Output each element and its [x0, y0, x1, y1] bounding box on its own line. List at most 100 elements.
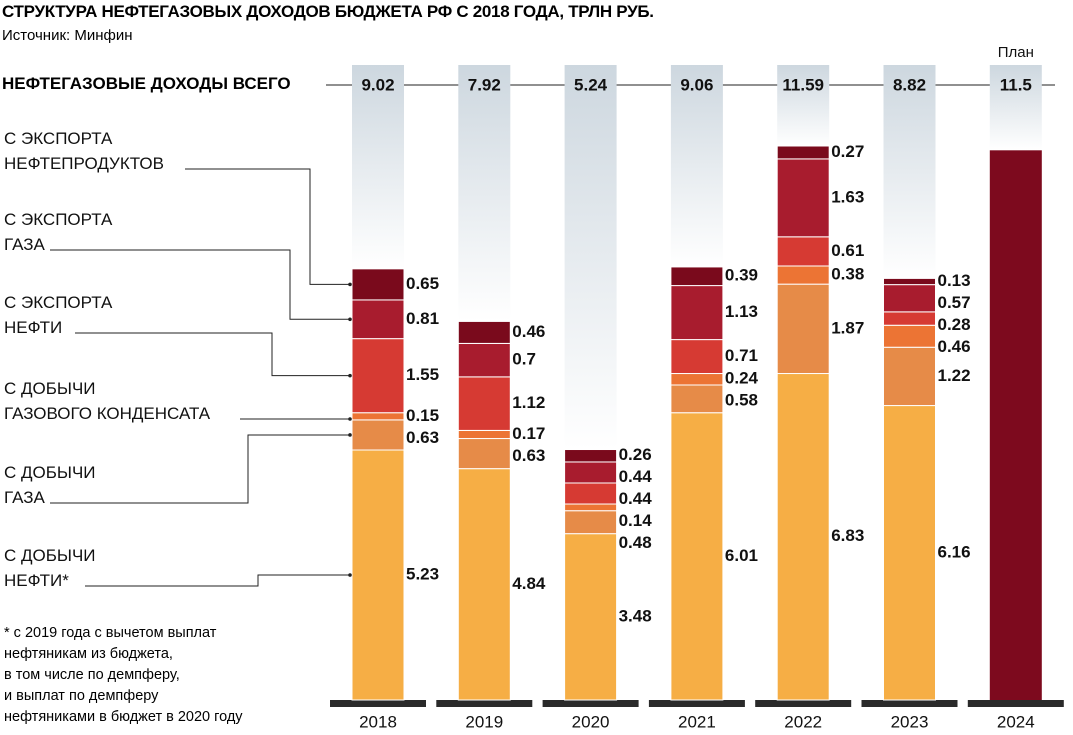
- value-label: 1.55: [406, 365, 439, 384]
- value-label: 4.84: [512, 574, 546, 593]
- chart-title: СТРУКТУРА НЕФТЕГАЗОВЫХ ДОХОДОВ БЮДЖЕТА Р…: [2, 2, 654, 21]
- value-label: 0.58: [725, 391, 758, 410]
- bar-segment: [457, 376, 511, 431]
- baseline: [648, 700, 745, 707]
- plan-bar: [989, 150, 1042, 700]
- footnote: * с 2019 года с вычетом выплат нефтяника…: [4, 625, 243, 725]
- leader-dot: [348, 573, 352, 577]
- baseline: [436, 700, 533, 707]
- bar-segment: [457, 438, 511, 470]
- value-label: 0.44: [619, 489, 653, 508]
- bar-segment: [564, 503, 618, 512]
- bar-segment: [776, 283, 830, 375]
- value-label: 0.63: [512, 446, 545, 465]
- value-label: 0.7: [512, 350, 536, 369]
- x-tick-label: 2020: [572, 712, 610, 731]
- bar-segment: [351, 268, 405, 301]
- bar-segment: [670, 412, 724, 701]
- value-label: 1.12: [512, 393, 545, 412]
- total-label: 11.59: [782, 75, 824, 94]
- bar-segment: [670, 373, 724, 386]
- value-label: 0.46: [938, 337, 971, 356]
- value-label: 6.01: [725, 546, 758, 565]
- legend-label: С ДОБЫЧИ ГАЗА: [4, 463, 96, 507]
- x-tick-label: 2019: [465, 712, 503, 731]
- leader-line: [185, 168, 350, 285]
- value-label: 1.22: [938, 366, 971, 385]
- value-label: 0.26: [619, 445, 652, 464]
- total-column: [777, 65, 830, 146]
- value-label: 0.13: [938, 271, 971, 290]
- x-tick-label: 2018: [359, 712, 397, 731]
- bar-segment: [564, 510, 618, 535]
- legend-label: С ДОБЫЧИ ГАЗОВОГО КОНДЕНСАТА: [4, 379, 211, 423]
- value-label: 0.27: [831, 142, 864, 161]
- legend-label: С ДОБЫЧИ НЕФТИ*: [4, 546, 96, 590]
- value-label: 1.13: [725, 302, 758, 321]
- bar-segment: [670, 285, 724, 341]
- baseline: [755, 700, 852, 707]
- leader-line: [50, 434, 350, 504]
- bar-segment: [351, 299, 405, 340]
- bar-segment: [351, 338, 405, 414]
- bar-segment: [883, 405, 936, 701]
- bar-segment: [883, 311, 936, 326]
- leader-dot: [348, 433, 352, 437]
- value-label: 0.46: [512, 322, 545, 341]
- value-label: 0.71: [725, 346, 758, 365]
- bar-segment: [564, 533, 618, 701]
- leader-line: [85, 574, 350, 587]
- baseline: [542, 700, 639, 707]
- value-label: 5.23: [406, 564, 439, 583]
- bar-segment: [457, 429, 511, 440]
- x-tick-label: 2021: [678, 712, 716, 731]
- bar-segment: [670, 384, 724, 414]
- value-label: 0.28: [938, 315, 971, 334]
- total-column: [883, 65, 936, 279]
- totals-label: НЕФТЕГАЗОВЫЕ ДОХОДЫ ВСЕГО: [2, 74, 291, 93]
- bar-segment: [670, 266, 724, 287]
- bar-segment: [457, 320, 511, 344]
- total-column: [670, 65, 723, 267]
- value-label: 1.63: [831, 187, 864, 206]
- bar-segment: [776, 158, 830, 238]
- total-column: [564, 65, 617, 450]
- value-label: 0.24: [725, 369, 759, 388]
- value-label: 0.61: [831, 241, 864, 260]
- bar-segment: [351, 449, 405, 701]
- value-label: 0.17: [512, 424, 545, 443]
- value-label: 0.63: [406, 428, 439, 447]
- bar-segment: [776, 265, 830, 285]
- bar-segment: [351, 412, 405, 421]
- value-label: 0.15: [406, 406, 439, 425]
- bar-segment: [564, 482, 618, 505]
- value-label: 0.44: [619, 467, 653, 486]
- bar-segment: [564, 449, 618, 463]
- leader-line: [50, 249, 350, 320]
- x-tick-label: 2024: [997, 712, 1035, 731]
- bar-segment: [670, 339, 724, 375]
- bar-segment: [776, 373, 830, 701]
- value-label: 3.48: [619, 606, 652, 625]
- bar-segment: [883, 346, 936, 407]
- leader-dot: [348, 282, 352, 287]
- total-label: 11.5: [1000, 75, 1032, 94]
- source: Источник: Минфин: [2, 27, 133, 44]
- total-column: [458, 65, 511, 322]
- total-label: 7.92: [468, 75, 501, 94]
- leader-dot: [348, 373, 352, 378]
- baseline: [967, 700, 1064, 707]
- baseline: [861, 700, 958, 707]
- bar-segment: [457, 468, 511, 701]
- bar-segment: [351, 419, 405, 451]
- total-label: 9.02: [361, 75, 394, 94]
- bar-segment: [883, 324, 936, 348]
- bar-segment: [883, 284, 936, 313]
- legend-label: С ЭКСПОРТА ГАЗА: [4, 210, 113, 254]
- value-label: 0.65: [406, 274, 439, 293]
- total-label: 9.06: [680, 75, 713, 94]
- bar-segment: [883, 277, 936, 286]
- value-label: 0.81: [406, 309, 439, 328]
